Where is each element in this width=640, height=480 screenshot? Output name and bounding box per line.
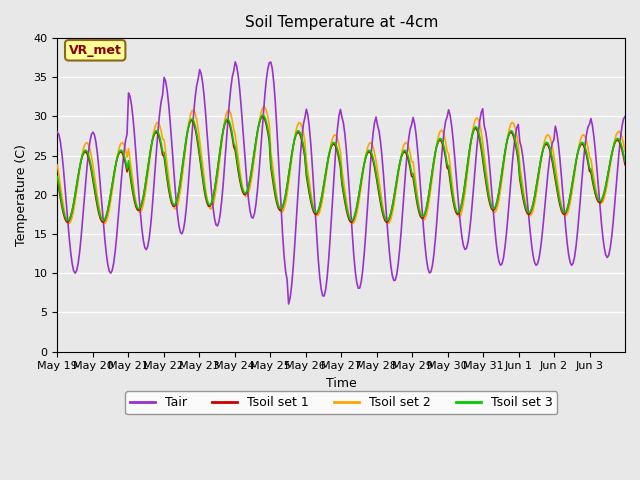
Y-axis label: Temperature (C): Temperature (C) — [15, 144, 28, 246]
Tsoil set 3 — [621, 159, 629, 165]
Tsoil set 3 — [54, 173, 61, 179]
Tsoil set 1 — [54, 177, 61, 182]
Tsoil set 3 — [74, 173, 82, 179]
Tair — [54, 129, 61, 135]
Tsoil set 2 — [347, 218, 355, 224]
Title: Soil Temperature at -4cm: Soil Temperature at -4cm — [244, 15, 438, 30]
Tair — [285, 301, 292, 307]
Tair — [232, 59, 239, 65]
Line: Tair: Tair — [58, 62, 625, 304]
Tsoil set 2 — [260, 104, 268, 110]
Line: Tsoil set 3: Tsoil set 3 — [58, 115, 625, 221]
Tsoil set 1 — [461, 180, 468, 186]
X-axis label: Time: Time — [326, 377, 356, 390]
Tsoil set 1 — [545, 146, 553, 152]
Tsoil set 1 — [621, 162, 629, 168]
Tair — [91, 132, 99, 138]
Tsoil set 2 — [384, 221, 392, 227]
Tsoil set 2 — [620, 141, 627, 146]
Tsoil set 1 — [258, 114, 266, 120]
Line: Tsoil set 2: Tsoil set 2 — [58, 107, 625, 224]
Tsoil set 1 — [92, 195, 100, 201]
Tsoil set 3 — [92, 192, 100, 198]
Tair — [461, 247, 468, 252]
Tsoil set 2 — [91, 173, 99, 179]
Tsoil set 3 — [545, 144, 553, 149]
Tsoil set 3 — [461, 181, 468, 187]
Tair — [620, 116, 627, 122]
Tsoil set 2 — [621, 148, 629, 154]
Tair — [348, 233, 356, 239]
Tair — [545, 157, 553, 163]
Tsoil set 1 — [348, 219, 356, 225]
Tsoil set 3 — [620, 151, 627, 157]
Tsoil set 2 — [73, 188, 81, 194]
Tsoil set 3 — [348, 217, 356, 223]
Tsoil set 1 — [74, 173, 82, 179]
Legend: Tair, Tsoil set 1, Tsoil set 2, Tsoil set 3: Tair, Tsoil set 1, Tsoil set 2, Tsoil se… — [125, 391, 557, 414]
Text: VR_met: VR_met — [68, 44, 122, 57]
Tsoil set 1 — [620, 154, 627, 160]
Tsoil set 1 — [64, 219, 72, 225]
Tsoil set 3 — [260, 112, 268, 118]
Tsoil set 2 — [461, 190, 468, 196]
Tsoil set 2 — [54, 162, 61, 168]
Tsoil set 3 — [64, 218, 72, 224]
Line: Tsoil set 1: Tsoil set 1 — [58, 117, 625, 222]
Tair — [73, 268, 81, 274]
Tsoil set 2 — [545, 133, 553, 139]
Tair — [621, 114, 629, 120]
